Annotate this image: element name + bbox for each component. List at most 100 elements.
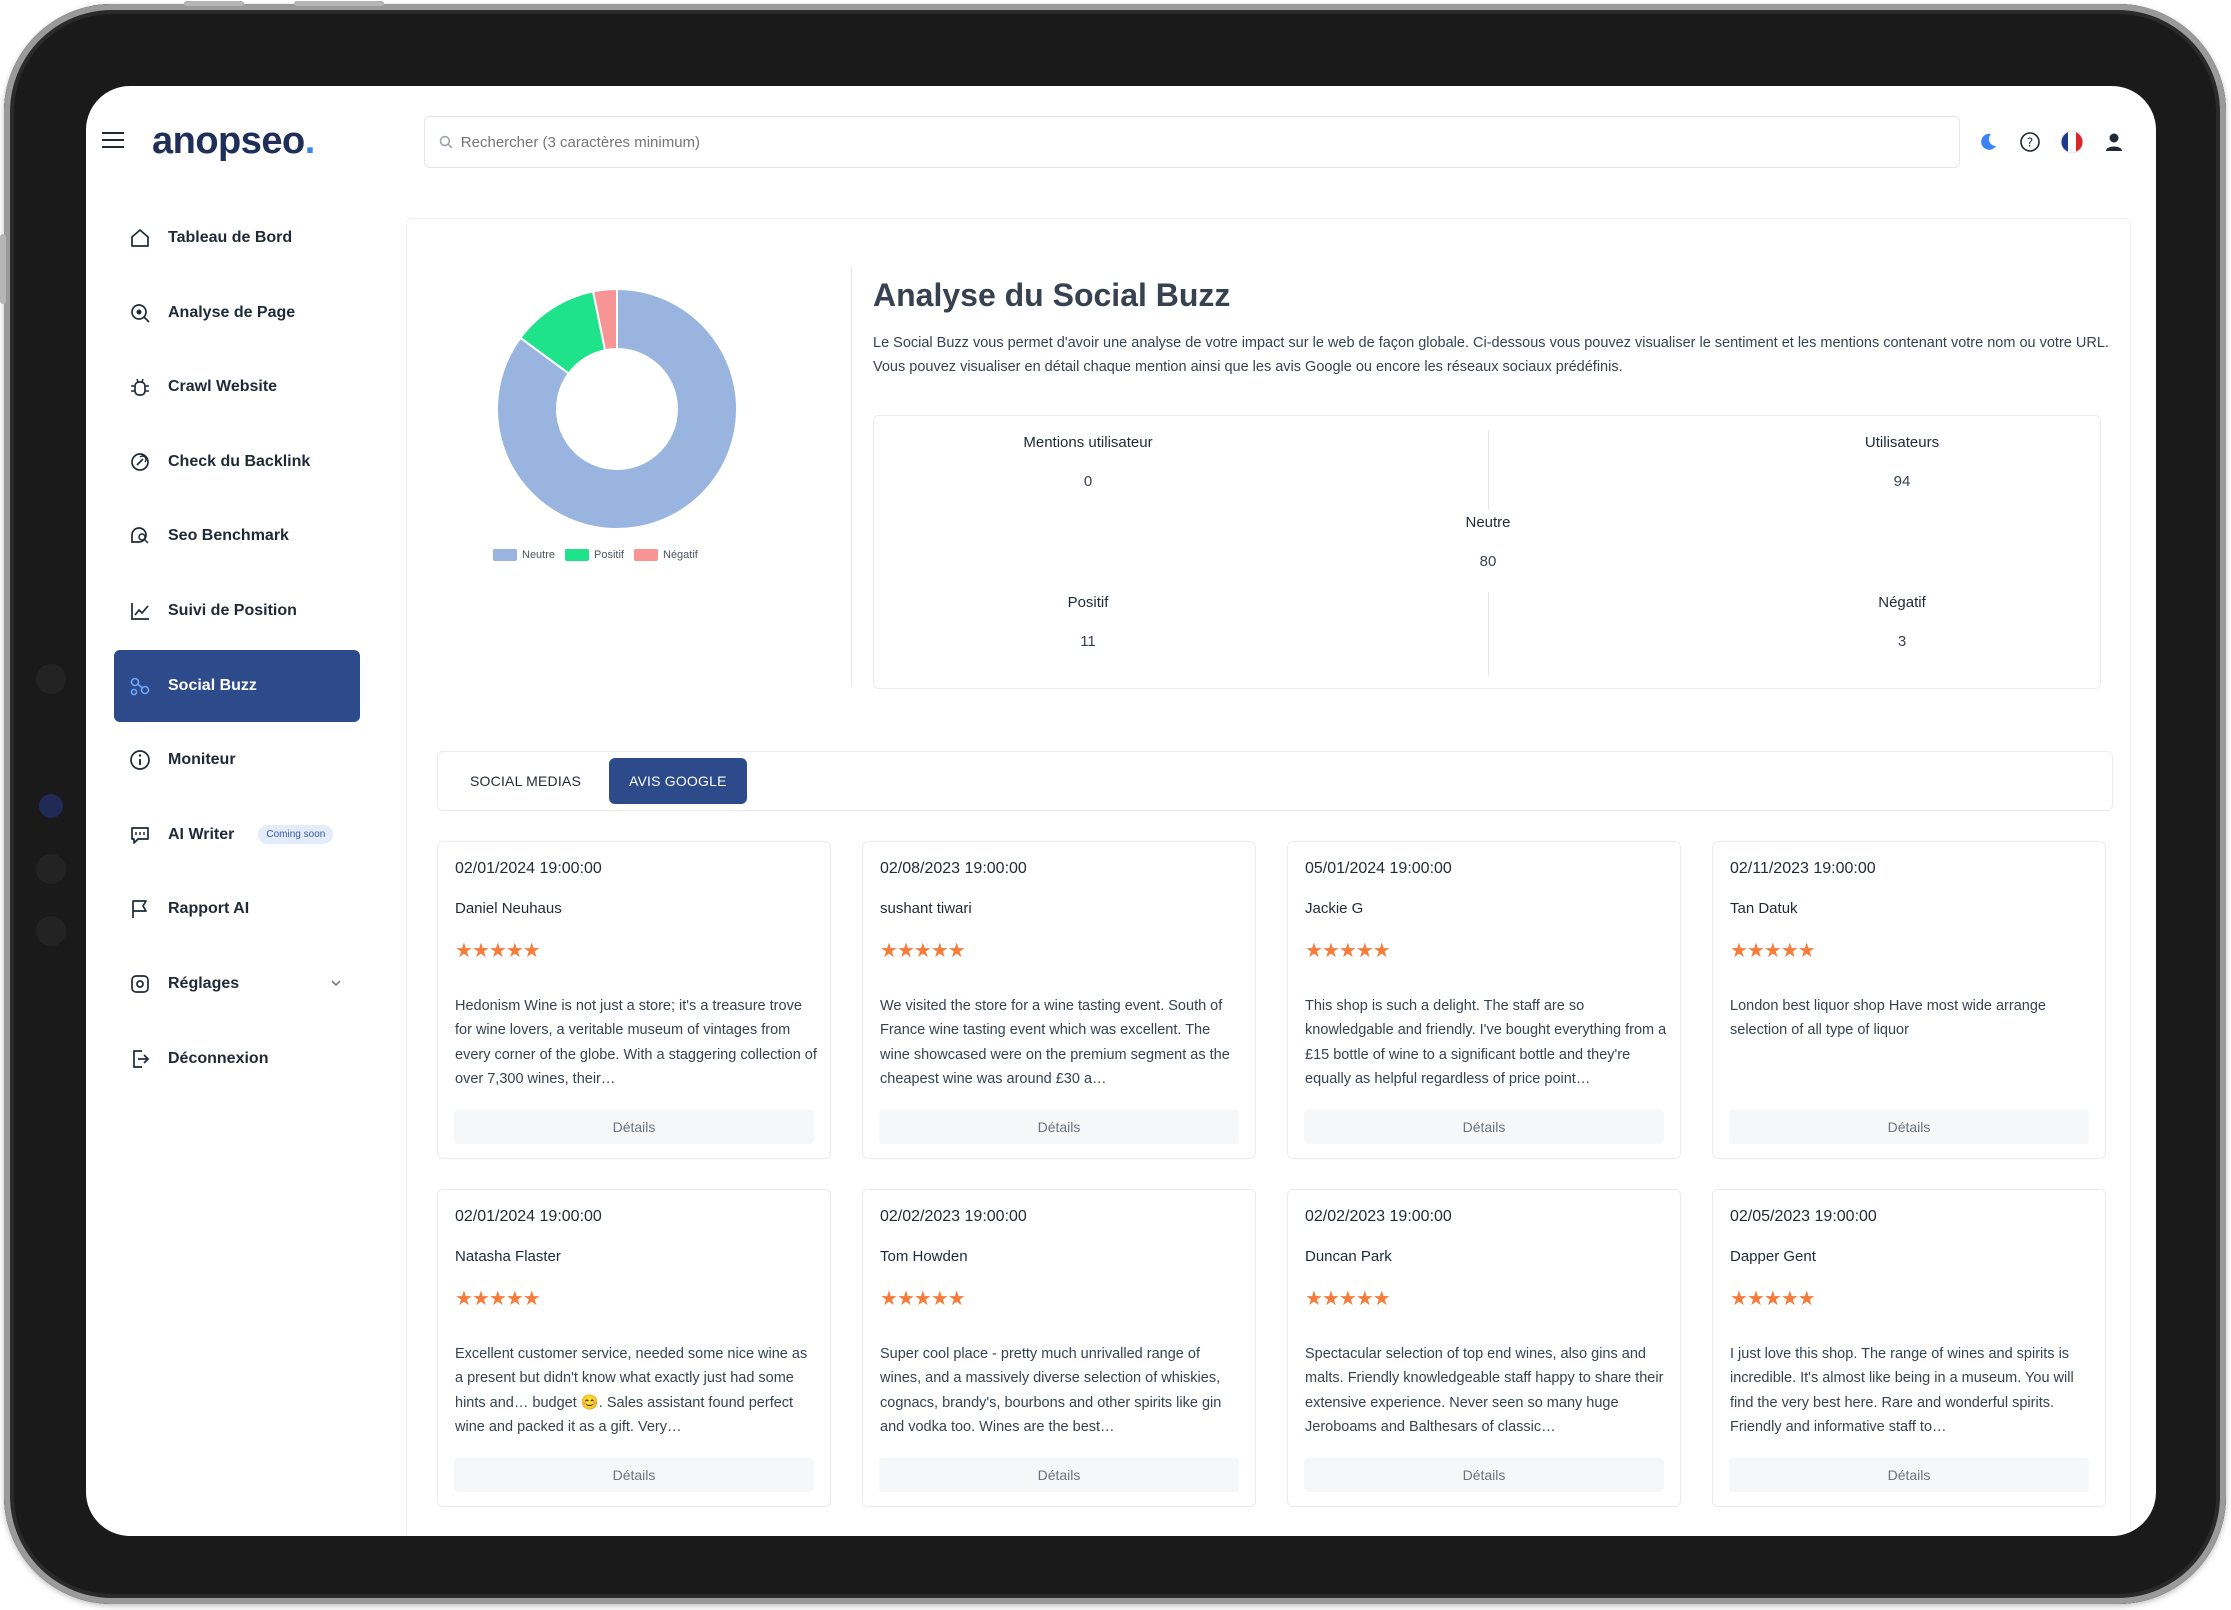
- home-icon: [128, 226, 152, 250]
- sidebar-item-rapport-ai[interactable]: Rapport AI: [114, 873, 360, 945]
- page-title: Analyse du Social Buzz: [873, 277, 1231, 313]
- stat-positive: Positif 11: [888, 594, 1288, 650]
- star-icon: ★: [1305, 940, 1323, 962]
- gear-icon: [128, 972, 152, 996]
- star-rating: ★★★★★: [880, 938, 966, 963]
- star-icon: ★: [471, 1288, 490, 1310]
- logo[interactable]: anopseo.: [152, 120, 315, 163]
- top-button-1: [184, 1, 244, 6]
- sidebar-item-seo-benchmark[interactable]: Seo Benchmark: [114, 500, 360, 572]
- coming-soon-badge: Coming soon: [258, 825, 334, 845]
- user-icon[interactable]: [2102, 130, 2126, 154]
- star-icon: ★: [1797, 940, 1816, 962]
- sidebar-item-tableau-de-bord[interactable]: Tableau de Bord: [114, 202, 360, 274]
- sidebar-item-social-buzz[interactable]: Social Buzz: [114, 649, 360, 722]
- star-icon: ★: [947, 940, 966, 962]
- details-button[interactable]: Détails: [1729, 1110, 2089, 1144]
- star-icon: ★: [1797, 1288, 1816, 1310]
- reviewer-name: sushant tiwari: [880, 900, 972, 917]
- review-date: 02/02/2023 19:00:00: [880, 1208, 1027, 1225]
- review-text: Super cool place - pretty much unrivalle…: [880, 1346, 1222, 1435]
- hamburger-menu-icon[interactable]: [102, 132, 124, 148]
- stat-label: Positif: [1067, 594, 1109, 611]
- sidebar-item-label: Déconnexion: [168, 1049, 269, 1067]
- star-icon: ★: [455, 1288, 473, 1310]
- sidebar-item-reglages[interactable]: Réglages: [114, 948, 360, 1020]
- review-text: Excellent customer service, needed some …: [455, 1346, 808, 1435]
- search-input[interactable]: [460, 133, 1959, 151]
- review-card: 02/02/2023 19:00:00 Tom Howden ★★★★★ Super …: [862, 1189, 1256, 1507]
- star-icon: ★: [930, 1288, 949, 1310]
- review-date: 02/02/2023 19:00:00: [1305, 1208, 1452, 1225]
- details-button[interactable]: Détails: [879, 1110, 1239, 1144]
- sidebar-item-label: Social Buzz: [168, 676, 257, 694]
- details-button[interactable]: Détails: [1729, 1458, 2089, 1492]
- stat-mentions: Mentions utilisateur 0: [888, 434, 1288, 490]
- sidebar-item-label: Check du Backlink: [168, 452, 311, 470]
- star-icon: ★: [455, 940, 473, 962]
- search-bar[interactable]: [424, 116, 1960, 168]
- sidebar-item-label: Crawl Website: [168, 378, 278, 396]
- details-button[interactable]: Détails: [454, 1458, 814, 1492]
- stats-divider: [1488, 592, 1489, 676]
- details-button[interactable]: Détails: [454, 1110, 814, 1144]
- help-icon[interactable]: ?: [2018, 130, 2042, 154]
- chevron-down-icon[interactable]: [330, 976, 342, 994]
- moon-icon[interactable]: [1976, 130, 2000, 154]
- donut-slice-neutre[interactable]: [496, 287, 738, 530]
- review-text: I just love this shop. The range of wine…: [1730, 1346, 2074, 1435]
- reviewer-name: Daniel Neuhaus: [455, 900, 562, 917]
- star-rating: ★★★★★: [1305, 938, 1391, 963]
- star-icon: ★: [1780, 1288, 1799, 1310]
- top-bar: anopseo. ?: [86, 86, 2156, 202]
- french-flag-icon[interactable]: [2060, 130, 2084, 154]
- details-button[interactable]: Détails: [1304, 1458, 1664, 1492]
- tab-avis-google[interactable]: AVIS GOOGLE: [609, 758, 747, 804]
- legend-swatch: [565, 549, 590, 561]
- reviewer-name: Tan Datuk: [1730, 900, 1798, 917]
- legend-item-neutre[interactable]: Neutre: [493, 549, 555, 561]
- sensor-dot: [36, 854, 66, 884]
- reviewer-name: Duncan Park: [1305, 1248, 1392, 1265]
- sidebar-item-label: Tableau de Bord: [168, 229, 293, 246]
- sidebar-item-moniteur[interactable]: Moniteur: [114, 724, 360, 796]
- stat-value: 94: [1893, 473, 1911, 490]
- stat-label: Négatif: [1878, 594, 1926, 611]
- legend-item-negatif[interactable]: Négatif: [634, 549, 698, 561]
- page-description: Le Social Buzz vous permet d'avoir une a…: [873, 335, 2109, 375]
- sidebar-item-label: Analyse de Page: [168, 303, 296, 321]
- svg-text:?: ?: [2027, 136, 2033, 150]
- stat-users: Utilisateurs 94: [1702, 434, 2102, 490]
- star-icon: ★: [522, 940, 541, 962]
- legend-label: Neutre: [522, 549, 556, 561]
- sidebar-item-crawl-website[interactable]: Crawl Website: [114, 351, 360, 423]
- star-icon: ★: [1763, 940, 1782, 962]
- review-card: 02/08/2023 19:00:00 sushant tiwari ★★★★★ We…: [862, 841, 1256, 1159]
- review-date: 02/01/2024 19:00:00: [455, 860, 602, 877]
- star-icon: ★: [505, 1288, 524, 1310]
- donut-slice-négatif[interactable]: [591, 287, 618, 352]
- sidebar-item-deconnexion[interactable]: Déconnexion: [114, 1023, 360, 1095]
- tab-social-medias[interactable]: SOCIAL MEDIAS: [470, 773, 581, 789]
- stat-label: Mentions utilisateur: [1023, 434, 1153, 451]
- details-button[interactable]: Détails: [879, 1458, 1239, 1492]
- star-icon: ★: [1321, 1288, 1340, 1310]
- stat-label: Neutre: [1465, 514, 1511, 531]
- sidebar-item-ai-writer[interactable]: AI Writer Coming soon: [114, 799, 360, 871]
- review-text: We visited the store for a wine tasting …: [880, 998, 1230, 1087]
- sidebar-item-check-du-backlink[interactable]: Check du Backlink: [114, 426, 360, 498]
- stat-value: 0: [1083, 473, 1093, 490]
- details-button[interactable]: Détails: [1304, 1110, 1664, 1144]
- sensor-dot: [36, 916, 66, 946]
- star-icon: ★: [896, 1288, 915, 1310]
- star-rating: ★★★★★: [880, 1286, 966, 1311]
- sidebar-item-suivi-de-position[interactable]: Suivi de Position: [114, 575, 360, 647]
- legend-item-positif[interactable]: Positif: [565, 549, 624, 561]
- star-icon: ★: [1372, 1288, 1391, 1310]
- sidebar-item-analyse-de-page[interactable]: Analyse de Page: [114, 277, 360, 349]
- tab-bar: SOCIAL MEDIAS AVIS GOOGLE: [437, 751, 2113, 811]
- reviewer-name: Dapper Gent: [1730, 1248, 1816, 1265]
- star-icon: ★: [488, 940, 507, 962]
- star-icon: ★: [522, 1288, 541, 1310]
